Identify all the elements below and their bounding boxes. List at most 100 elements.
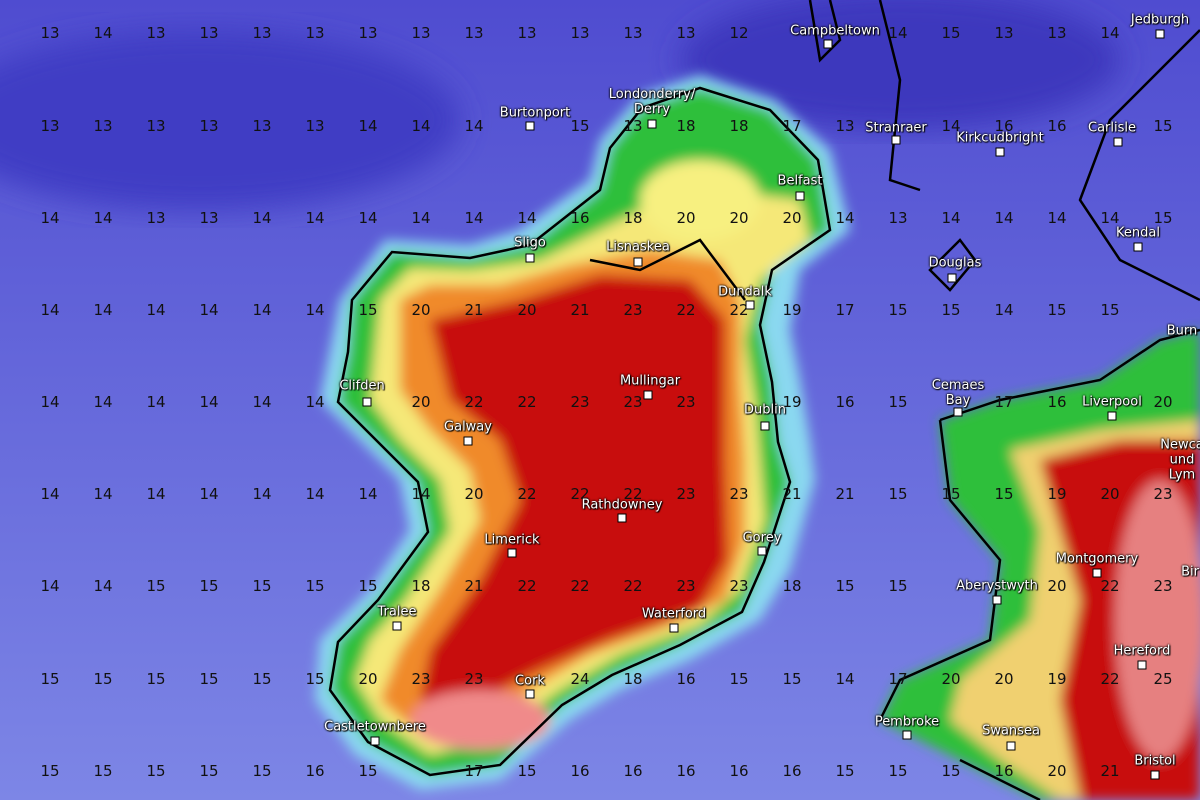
place-label: Hereford xyxy=(1113,643,1171,659)
temperature-value: 14 xyxy=(252,209,272,227)
temperature-value: 13 xyxy=(252,117,272,135)
temperature-value: 15 xyxy=(199,762,219,780)
temperature-value: 14 xyxy=(358,485,378,503)
temperature-value: 13 xyxy=(305,24,325,42)
temperature-value: 14 xyxy=(305,485,325,503)
temperature-value: 14 xyxy=(305,393,325,411)
temperature-value: 17 xyxy=(835,301,855,319)
place-label: Gorey xyxy=(742,530,782,546)
temperature-value: 23 xyxy=(623,301,643,319)
temperature-value: 14 xyxy=(464,209,484,227)
temperature-value: 15 xyxy=(570,117,590,135)
temperature-value: 14 xyxy=(93,485,113,503)
temperature-value: 23 xyxy=(411,670,431,688)
temperature-value: 14 xyxy=(941,117,961,135)
place-marker xyxy=(669,623,679,633)
temperature-value: 13 xyxy=(93,117,113,135)
temperature-value: 22 xyxy=(570,485,590,503)
temperature-value: 14 xyxy=(1100,209,1120,227)
place-label: Galway xyxy=(444,419,492,435)
temperature-value: 15 xyxy=(146,577,166,595)
temperature-value: 15 xyxy=(941,301,961,319)
temperature-value: 19 xyxy=(782,301,802,319)
place-marker xyxy=(891,135,901,145)
temperature-value: 14 xyxy=(146,485,166,503)
temperature-value: 15 xyxy=(252,670,272,688)
temperature-value: 15 xyxy=(252,577,272,595)
temperature-value: 13 xyxy=(835,117,855,135)
temperature-value: 15 xyxy=(835,762,855,780)
temperature-value: 16 xyxy=(305,762,325,780)
place-label: Dublin xyxy=(744,402,786,418)
temperature-value: 12 xyxy=(729,24,749,42)
temperature-value: 14 xyxy=(411,117,431,135)
place-label: Mullingar xyxy=(619,373,681,389)
temperature-value: 14 xyxy=(252,485,272,503)
temperature-value: 20 xyxy=(358,670,378,688)
place-marker xyxy=(525,689,535,699)
temperature-value: 13 xyxy=(517,24,537,42)
temperature-value: 21 xyxy=(835,485,855,503)
place-marker xyxy=(633,257,643,267)
place-marker xyxy=(823,39,833,49)
place-label: Burtonport xyxy=(499,105,571,121)
temperature-value: 13 xyxy=(411,24,431,42)
place-marker xyxy=(947,273,957,283)
place-label: Rathdowney xyxy=(581,497,663,513)
temperature-value: 20 xyxy=(411,301,431,319)
place-label: Aberystwyth xyxy=(956,578,1038,594)
temperature-value: 23 xyxy=(729,485,749,503)
temperature-value: 13 xyxy=(40,24,60,42)
temperature-value: 18 xyxy=(729,117,749,135)
temperature-value: 22 xyxy=(570,577,590,595)
temperature-value: 15 xyxy=(1153,209,1173,227)
temperature-value: 16 xyxy=(1047,117,1067,135)
place-marker xyxy=(392,621,402,631)
place-label: Dundalk xyxy=(718,284,772,300)
place-marker xyxy=(1133,242,1143,252)
temperature-value: 14 xyxy=(941,209,961,227)
temperature-value: 14 xyxy=(40,301,60,319)
temperature-value: 14 xyxy=(888,24,908,42)
temperature-value: 15 xyxy=(146,762,166,780)
temperature-value: 15 xyxy=(146,670,166,688)
temperature-value: 14 xyxy=(40,485,60,503)
place-marker xyxy=(760,421,770,431)
temperature-value: 14 xyxy=(146,301,166,319)
temperature-value: 15 xyxy=(199,577,219,595)
place-label: Lisnaskea xyxy=(606,239,670,255)
temperature-value: 13 xyxy=(305,117,325,135)
temperature-value: 20 xyxy=(941,670,961,688)
temperature-value: 15 xyxy=(941,762,961,780)
place-marker xyxy=(525,121,535,131)
temperature-value: 15 xyxy=(358,762,378,780)
temperature-value: 15 xyxy=(782,670,802,688)
temperature-value: 14 xyxy=(1100,24,1120,42)
temperature-value: 16 xyxy=(835,393,855,411)
temperature-value: 14 xyxy=(835,670,855,688)
temperature-value: 15 xyxy=(888,762,908,780)
temperature-value: 20 xyxy=(729,209,749,227)
place-marker xyxy=(1092,568,1102,578)
temperature-value: 13 xyxy=(464,24,484,42)
temperature-value: 20 xyxy=(517,301,537,319)
place-label: Carlisle xyxy=(1088,120,1136,136)
temperature-value: 14 xyxy=(994,209,1014,227)
temperature-value: 15 xyxy=(888,485,908,503)
temperature-value: 15 xyxy=(305,670,325,688)
temperature-value: 13 xyxy=(623,24,643,42)
temperature-value: 16 xyxy=(994,117,1014,135)
temperature-value: 13 xyxy=(252,24,272,42)
temperature-value: 22 xyxy=(1100,670,1120,688)
place-marker xyxy=(745,300,755,310)
temperature-value: 13 xyxy=(994,24,1014,42)
temperature-value: 15 xyxy=(517,762,537,780)
temperature-value: 15 xyxy=(941,24,961,42)
temperature-value: 16 xyxy=(676,670,696,688)
place-label: Bristol xyxy=(1134,753,1176,769)
temperature-value: 20 xyxy=(676,209,696,227)
temperature-value: 14 xyxy=(93,393,113,411)
temperature-value: 14 xyxy=(358,117,378,135)
